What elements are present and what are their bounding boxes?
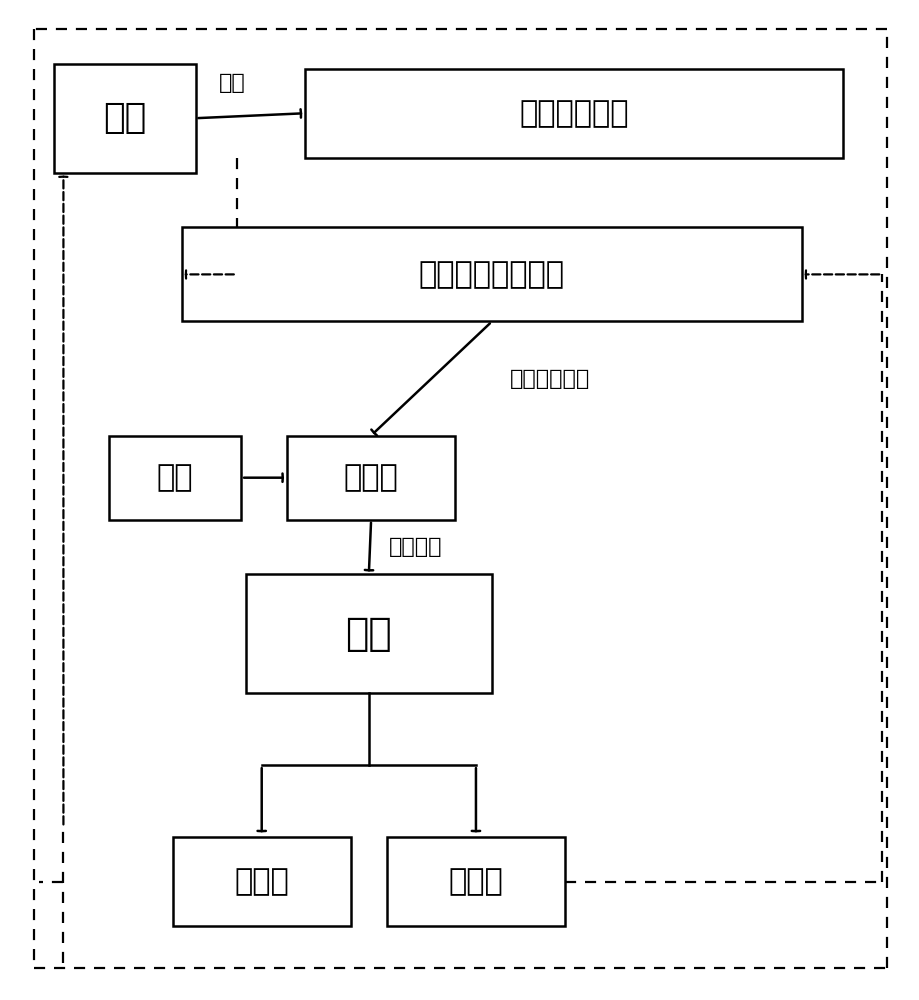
Text: 甲缩醛: 甲缩醛 bbox=[344, 463, 398, 492]
Text: 原料: 原料 bbox=[103, 101, 146, 135]
Text: 催化氧化: 催化氧化 bbox=[389, 537, 442, 557]
FancyBboxPatch shape bbox=[54, 64, 196, 173]
FancyBboxPatch shape bbox=[287, 436, 455, 520]
Text: 产物: 产物 bbox=[345, 615, 391, 653]
FancyBboxPatch shape bbox=[173, 837, 350, 926]
FancyBboxPatch shape bbox=[108, 436, 241, 520]
Text: 甲醛含量低的物料: 甲醛含量低的物料 bbox=[418, 260, 564, 289]
Text: 甲醇: 甲醇 bbox=[156, 463, 193, 492]
Text: 稀甲醛: 稀甲醛 bbox=[448, 867, 503, 896]
FancyBboxPatch shape bbox=[305, 69, 842, 158]
FancyBboxPatch shape bbox=[245, 574, 492, 693]
FancyBboxPatch shape bbox=[182, 227, 801, 321]
FancyBboxPatch shape bbox=[387, 837, 564, 926]
Text: 杂多酸催化剂: 杂多酸催化剂 bbox=[510, 369, 590, 389]
Text: 甲醛下游产品: 甲醛下游产品 bbox=[518, 99, 628, 128]
Text: 浓甲醛: 浓甲醛 bbox=[234, 867, 289, 896]
Text: 合成: 合成 bbox=[219, 73, 245, 93]
